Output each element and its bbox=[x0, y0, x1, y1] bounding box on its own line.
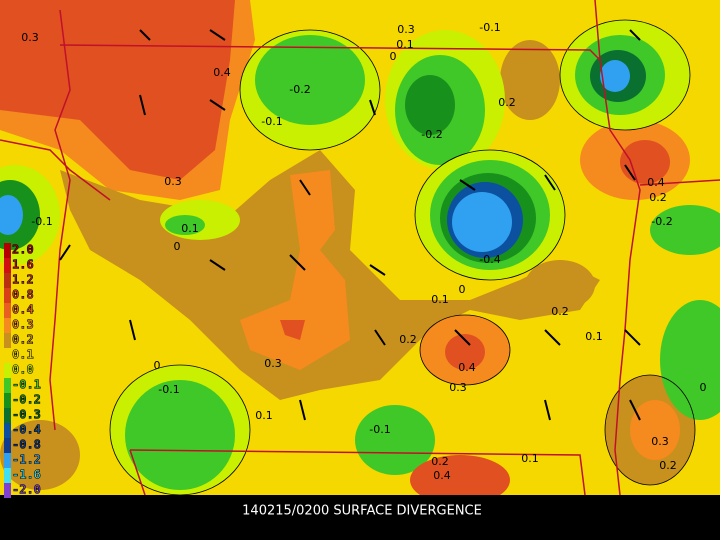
contour-label: 0.1 bbox=[585, 330, 603, 343]
contour-label: 0.2 bbox=[551, 305, 569, 318]
contour-label: 0.1 bbox=[255, 409, 273, 422]
legend-label: -1.6 bbox=[12, 468, 41, 482]
legend-swatch bbox=[4, 243, 11, 258]
contour-label: 0.2 bbox=[659, 459, 677, 472]
legend-label: -1.2 bbox=[12, 453, 41, 467]
contour-fills bbox=[0, 0, 720, 505]
contour-label: 0.3 bbox=[651, 435, 669, 448]
contour-label: 0.2 bbox=[399, 333, 417, 346]
legend: 2.01.61.20.80.40.30.20.10.0-0.1-0.2-0.3-… bbox=[4, 242, 41, 498]
legend-swatch bbox=[4, 333, 11, 348]
legend-swatch bbox=[4, 363, 11, 378]
contour-label: -0.1 bbox=[479, 21, 500, 34]
contour-label: 0 bbox=[700, 381, 707, 394]
caption-bar bbox=[0, 495, 720, 540]
contour-label: -0.1 bbox=[369, 423, 390, 436]
legend-label: 2.0 bbox=[12, 243, 34, 257]
contour-label: -0.2 bbox=[651, 215, 672, 228]
contour-label: -0.4 bbox=[479, 253, 500, 266]
contour-label: -0.2 bbox=[421, 128, 442, 141]
contour-label: -0.1 bbox=[31, 215, 52, 228]
wind-barbs bbox=[59, 29, 641, 421]
legend-swatch bbox=[4, 258, 11, 273]
contour-label: 0.3 bbox=[449, 381, 467, 394]
contour-label: -0.2 bbox=[289, 83, 310, 96]
state-borders bbox=[0, 0, 720, 496]
legend-swatch bbox=[4, 393, 11, 408]
contour-label: 0 bbox=[459, 283, 466, 296]
legend-swatch bbox=[4, 288, 11, 303]
legend-swatch bbox=[4, 303, 11, 318]
legend-label: 0.8 bbox=[12, 288, 34, 302]
legend-label: 0.0 bbox=[12, 363, 34, 377]
caption: 140215/0200 SURFACE DIVERGENCE bbox=[242, 504, 482, 519]
contour-label: 0.3 bbox=[264, 357, 282, 370]
legend-label: -0.1 bbox=[12, 378, 41, 392]
legend-swatch bbox=[4, 438, 11, 453]
legend-label: 0.4 bbox=[12, 303, 34, 317]
contour-label: -0.1 bbox=[158, 383, 179, 396]
legend-label: 0.3 bbox=[12, 318, 34, 332]
legend-swatch bbox=[4, 453, 11, 468]
contour-label: -0.1 bbox=[261, 115, 282, 128]
contour-label: 0 bbox=[390, 50, 397, 63]
legend-label: 1.6 bbox=[12, 258, 34, 272]
legend-swatch bbox=[4, 483, 11, 498]
contour-label: 0.3 bbox=[164, 175, 182, 188]
legend-label: 1.2 bbox=[12, 273, 34, 287]
legend-swatch bbox=[4, 423, 11, 438]
legend-label: 0.1 bbox=[12, 348, 34, 362]
contour-labels: 0.30.40.30.10-0.1-0.2-0.1-0.20.20.30.10-… bbox=[21, 21, 706, 482]
contour-label: 0.2 bbox=[498, 96, 516, 109]
legend-label: -0.8 bbox=[12, 438, 41, 452]
contour-label: 0.4 bbox=[647, 176, 665, 189]
contour-label: 0.1 bbox=[521, 452, 539, 465]
contour-label: 0.2 bbox=[649, 191, 667, 204]
contour-label: 0.1 bbox=[181, 222, 199, 235]
contour-label: 0.1 bbox=[431, 293, 449, 306]
contour-label: 0 bbox=[174, 240, 181, 253]
legend-swatch bbox=[4, 318, 11, 333]
legend-swatch bbox=[4, 348, 11, 363]
contour-label: 0.4 bbox=[213, 66, 231, 79]
legend-label: -0.2 bbox=[12, 393, 41, 407]
contour-label: 0.3 bbox=[397, 23, 415, 36]
legend-label: -0.3 bbox=[12, 408, 41, 422]
legend-label: -0.4 bbox=[12, 423, 41, 437]
legend-swatch bbox=[4, 273, 11, 288]
contour-label: 0 bbox=[154, 359, 161, 372]
legend-label: 0.2 bbox=[12, 333, 34, 347]
contour-label: 0.3 bbox=[21, 31, 39, 44]
legend-label: -2.0 bbox=[12, 483, 41, 497]
contour-label: 0.4 bbox=[433, 469, 451, 482]
contour-label: 0.1 bbox=[396, 38, 414, 51]
legend-swatch bbox=[4, 378, 11, 393]
legend-swatch bbox=[4, 468, 11, 483]
contour-label: 0.2 bbox=[431, 455, 449, 468]
contour-label: 0.4 bbox=[458, 361, 476, 374]
legend-swatch bbox=[4, 408, 11, 423]
